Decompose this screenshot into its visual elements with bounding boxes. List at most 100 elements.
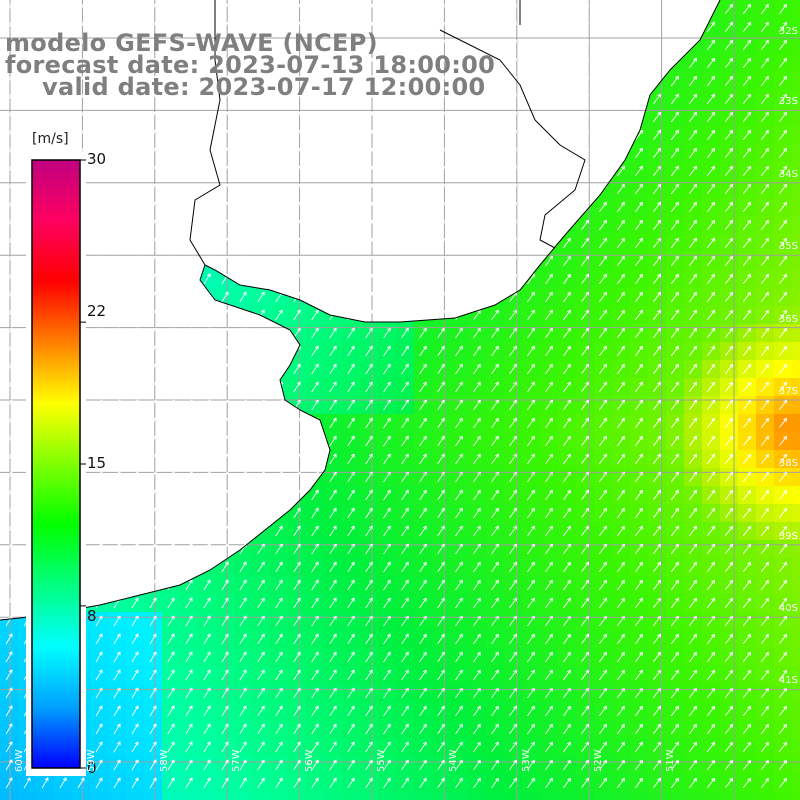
wind-cell: [630, 792, 648, 800]
wind-cell: [792, 378, 800, 396]
colorbar-tick-8: 8: [87, 607, 97, 625]
wind-cell: [720, 792, 738, 800]
lat-label: 33S: [778, 96, 798, 107]
wind-cell: [792, 540, 800, 558]
valid-date-title: valid date: 2023-07-17 12:00:00: [42, 73, 486, 101]
wind-cell: [54, 792, 72, 800]
lat-label: 41S: [778, 675, 798, 686]
lon-label: 53W: [521, 749, 532, 772]
wind-cell: [180, 792, 198, 800]
wind-cell: [522, 792, 540, 800]
wind-cell: [792, 216, 800, 234]
wind-cell: [792, 648, 800, 666]
wind-cell: [684, 792, 702, 800]
wind-cell: [792, 684, 800, 702]
wind-cell: [792, 702, 800, 720]
lon-label: 52W: [593, 749, 604, 772]
wind-cell: [738, 792, 756, 800]
colorbar-tick-22: 22: [87, 302, 107, 320]
wind-cell: [792, 720, 800, 738]
wind-cell: [792, 54, 800, 72]
wind-cell: [792, 756, 800, 774]
wind-cell: [792, 450, 800, 468]
wind-cell: [792, 288, 800, 306]
wind-cell: [702, 792, 720, 800]
wind-cell: [774, 792, 792, 800]
wind-cell: [792, 162, 800, 180]
wind-cell: [612, 792, 630, 800]
wind-cell: [792, 774, 800, 792]
wind-cell: [468, 792, 486, 800]
wind-cell: [450, 792, 468, 800]
wind-cell: [360, 792, 378, 800]
wind-cell: [792, 630, 800, 648]
wind-cell: [540, 792, 558, 800]
wind-cell: [342, 792, 360, 800]
wind-cell: [792, 486, 800, 504]
wind-cell: [324, 792, 342, 800]
colorbar-tick-30: 30: [87, 150, 107, 168]
lat-label: 37S: [778, 386, 798, 397]
wind-cell: [792, 414, 800, 432]
wind-cell: [594, 792, 612, 800]
lat-label: 32S: [778, 26, 798, 37]
wind-cell: [306, 792, 324, 800]
wind-cell: [792, 504, 800, 522]
lat-label: 36S: [778, 314, 798, 325]
wind-cell: [792, 360, 800, 378]
wind-cell: [792, 180, 800, 198]
wind-cell: [792, 0, 800, 18]
wind-cell: [666, 792, 684, 800]
wind-cell: [792, 126, 800, 144]
lat-label: 34S: [778, 169, 798, 180]
wind-cell: [792, 738, 800, 756]
wind-cell: [792, 234, 800, 252]
wind-cell: [792, 72, 800, 90]
wind-cell: [162, 792, 180, 800]
wind-cell: [396, 792, 414, 800]
wind-cell: [792, 342, 800, 360]
wind-cell: [432, 792, 450, 800]
wind-cell: [36, 792, 54, 800]
wind-cell: [90, 792, 108, 800]
wind-cell: [792, 108, 800, 126]
wind-cell: [792, 468, 800, 486]
wind-cell: [144, 792, 162, 800]
wind-cell: [792, 576, 800, 594]
lat-label: 35S: [778, 241, 798, 252]
wind-cell: [792, 558, 800, 576]
colorbar-tick-15: 15: [87, 454, 107, 472]
wind-cell: [792, 792, 800, 800]
wind-cell: [126, 792, 144, 800]
wind-cell: [270, 792, 288, 800]
lon-label: 56W: [304, 749, 315, 772]
lon-label: 54W: [448, 749, 459, 772]
wind-cell: [18, 792, 36, 800]
lat-label: 39S: [778, 531, 798, 542]
wind-cell: [234, 792, 252, 800]
wind-cell: [756, 792, 774, 800]
lon-label: 51W: [665, 749, 676, 772]
wind-cell: [288, 792, 306, 800]
wind-cell: [576, 792, 594, 800]
wind-cell: [792, 432, 800, 450]
wind-cell: [792, 324, 800, 342]
wind-cell: [504, 792, 522, 800]
wind-cell: [792, 396, 800, 414]
wind-cell: [792, 612, 800, 630]
wind-cell: [792, 306, 800, 324]
wind-cell: [792, 144, 800, 162]
lat-label: 38S: [778, 458, 798, 469]
lon-label: 59W: [86, 749, 97, 772]
lon-label: 55W: [376, 749, 387, 772]
wind-cell: [252, 792, 270, 800]
wind-cell: [792, 198, 800, 216]
wind-cell: [72, 792, 90, 800]
colorbar: [31, 159, 81, 769]
wind-cell: [108, 792, 126, 800]
wind-cell: [648, 792, 666, 800]
lon-label: 58W: [159, 749, 170, 772]
wind-cell: [558, 792, 576, 800]
